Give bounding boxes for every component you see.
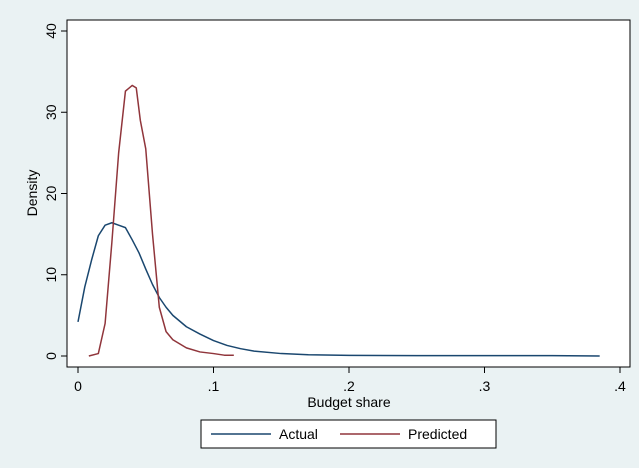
- y-tick-label: 10: [43, 267, 59, 283]
- y-tick-label: 20: [43, 186, 59, 202]
- y-axis-title: Density: [24, 170, 40, 217]
- x-tick-label: .4: [614, 378, 626, 394]
- y-tick-label: 30: [43, 104, 59, 120]
- y-axis: 0 10 20 30 40: [43, 20, 68, 367]
- x-axis: 0 .1 .2 .3 .4: [67, 366, 630, 394]
- legend: Actual Predicted: [200, 419, 497, 449]
- x-tick-label: .3: [479, 378, 491, 394]
- plot-area: [66, 19, 631, 368]
- x-tick-label: .1: [208, 378, 220, 394]
- y-tick-label: 40: [43, 23, 59, 39]
- series-layer: [77, 84, 600, 357]
- legend-label-predicted: Predicted: [408, 426, 467, 442]
- legend-label-actual: Actual: [279, 426, 318, 442]
- x-axis-title: Budget share: [307, 394, 390, 410]
- series-line-actual: [77, 222, 600, 357]
- x-tick-label: 0: [74, 378, 82, 394]
- y-tick-label: 0: [43, 352, 59, 360]
- x-tick-label: .2: [343, 378, 355, 394]
- series-line-predicted: [88, 84, 234, 357]
